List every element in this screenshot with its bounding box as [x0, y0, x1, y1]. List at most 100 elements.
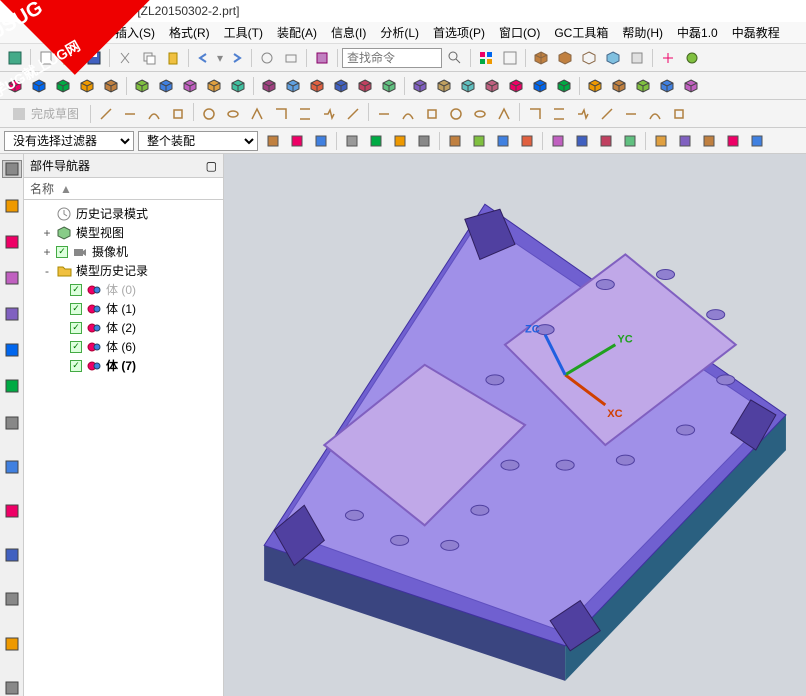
filter-tool-button[interactable]	[650, 130, 672, 152]
tool-button[interactable]	[657, 47, 679, 69]
cut-button[interactable]	[114, 47, 136, 69]
view-button[interactable]	[475, 47, 497, 69]
sketch-tool-button[interactable]	[246, 103, 268, 125]
filter-tool-button[interactable]	[341, 130, 363, 152]
sketch-tool-button[interactable]	[294, 103, 316, 125]
filter-tool-button[interactable]	[619, 130, 641, 152]
side-tab[interactable]	[2, 547, 22, 563]
tree-node[interactable]: ✓体 (7)	[28, 356, 219, 375]
menu-item[interactable]: 帮助(H)	[616, 22, 669, 43]
tool-button[interactable]	[632, 75, 654, 97]
filter-tool-button[interactable]	[286, 130, 308, 152]
tool-button[interactable]	[505, 75, 527, 97]
filter-tool-button[interactable]	[595, 130, 617, 152]
tool-button[interactable]	[656, 75, 678, 97]
side-tab[interactable]	[2, 503, 22, 519]
tool-button[interactable]	[680, 75, 702, 97]
side-tab[interactable]	[2, 378, 22, 394]
tool-button[interactable]	[481, 75, 503, 97]
menu-item[interactable]: 首选项(P)	[427, 22, 491, 43]
cube-button[interactable]	[578, 47, 600, 69]
side-tab[interactable]	[2, 160, 22, 178]
undo-button[interactable]	[193, 47, 215, 69]
tool-button[interactable]	[155, 75, 177, 97]
sketch-tool-button[interactable]	[596, 103, 618, 125]
filter-tool-button[interactable]	[674, 130, 696, 152]
paste-button[interactable]	[162, 47, 184, 69]
cube-button[interactable]	[626, 47, 648, 69]
filter-tool-button[interactable]	[547, 130, 569, 152]
search-icon[interactable]	[444, 47, 466, 69]
view-button[interactable]	[499, 47, 521, 69]
tool-button[interactable]	[608, 75, 630, 97]
tool-button[interactable]	[258, 75, 280, 97]
filter-tool-button[interactable]	[365, 130, 387, 152]
menu-item[interactable]: 分析(L)	[374, 22, 425, 43]
sketch-tool-button[interactable]	[222, 103, 244, 125]
tool-button[interactable]	[311, 47, 333, 69]
sketch-tool-button[interactable]	[572, 103, 594, 125]
tool-button[interactable]	[681, 47, 703, 69]
filter-tool-button[interactable]	[468, 130, 490, 152]
tool-button[interactable]	[529, 75, 551, 97]
side-tab[interactable]	[2, 459, 22, 475]
menu-item[interactable]: 窗口(O)	[493, 22, 546, 43]
tree-node[interactable]: ✓体 (2)	[28, 318, 219, 337]
expand-icon[interactable]: +	[42, 226, 52, 240]
tool-button[interactable]	[354, 75, 376, 97]
side-tab[interactable]	[2, 591, 22, 607]
filter-tool-button[interactable]	[746, 130, 768, 152]
expand-icon[interactable]: -	[42, 264, 52, 278]
tool-button[interactable]	[457, 75, 479, 97]
tool-button[interactable]	[100, 75, 122, 97]
sketch-tool-button[interactable]	[342, 103, 364, 125]
tree-node[interactable]: ✓体 (0)	[28, 280, 219, 299]
filter-tool-button[interactable]	[722, 130, 744, 152]
tool-button[interactable]	[553, 75, 575, 97]
side-tab[interactable]	[2, 306, 22, 322]
sketch-tool-button[interactable]	[548, 103, 570, 125]
tree-node[interactable]: -模型历史记录	[28, 261, 219, 280]
tool-button[interactable]	[227, 75, 249, 97]
filter-tool-button[interactable]	[516, 130, 538, 152]
menu-item[interactable]: 格式(R)	[163, 22, 216, 43]
sketch-tool-button[interactable]	[469, 103, 491, 125]
side-tab[interactable]	[2, 415, 22, 431]
sketch-tool-button[interactable]	[373, 103, 395, 125]
side-tab[interactable]	[2, 270, 22, 286]
cube-button[interactable]	[530, 47, 552, 69]
sketch-tool-button[interactable]	[421, 103, 443, 125]
tree-node[interactable]: +✓摄像机	[28, 242, 219, 261]
tree-node[interactable]: ✓体 (6)	[28, 337, 219, 356]
undo-dropdown[interactable]: ▾	[217, 51, 223, 65]
tool-button[interactable]	[179, 75, 201, 97]
sketch-tool-button[interactable]	[445, 103, 467, 125]
tree-node[interactable]: 历史记录模式	[28, 204, 219, 223]
tool-button[interactable]	[584, 75, 606, 97]
checkbox-icon[interactable]: ✓	[70, 322, 82, 334]
side-tab[interactable]	[2, 198, 22, 214]
viewport-3d[interactable]: XC YC ZC	[224, 154, 806, 696]
sketch-tool-button[interactable]	[198, 103, 220, 125]
checkbox-icon[interactable]: ✓	[70, 360, 82, 372]
redo-button[interactable]	[225, 47, 247, 69]
checkbox-icon[interactable]: ✓	[56, 246, 68, 258]
side-tab[interactable]	[2, 342, 22, 358]
tree-node[interactable]: +模型视图	[28, 223, 219, 242]
command-search-input[interactable]	[342, 48, 442, 68]
assembly-filter-dropdown[interactable]: 整个装配	[138, 131, 258, 151]
tool-button[interactable]	[203, 75, 225, 97]
tool-button[interactable]	[76, 75, 98, 97]
sketch-tool-button[interactable]	[167, 103, 189, 125]
filter-tool-button[interactable]	[444, 130, 466, 152]
filter-tool-button[interactable]	[310, 130, 332, 152]
checkbox-icon[interactable]: ✓	[70, 303, 82, 315]
pin-icon[interactable]: ▢	[206, 159, 217, 173]
tool-button[interactable]	[52, 75, 74, 97]
sketch-tool-button[interactable]	[318, 103, 340, 125]
menu-item[interactable]: 信息(I)	[325, 22, 372, 43]
cube-button[interactable]	[554, 47, 576, 69]
tool-button[interactable]	[330, 75, 352, 97]
filter-tool-button[interactable]	[389, 130, 411, 152]
filter-tool-button[interactable]	[262, 130, 284, 152]
